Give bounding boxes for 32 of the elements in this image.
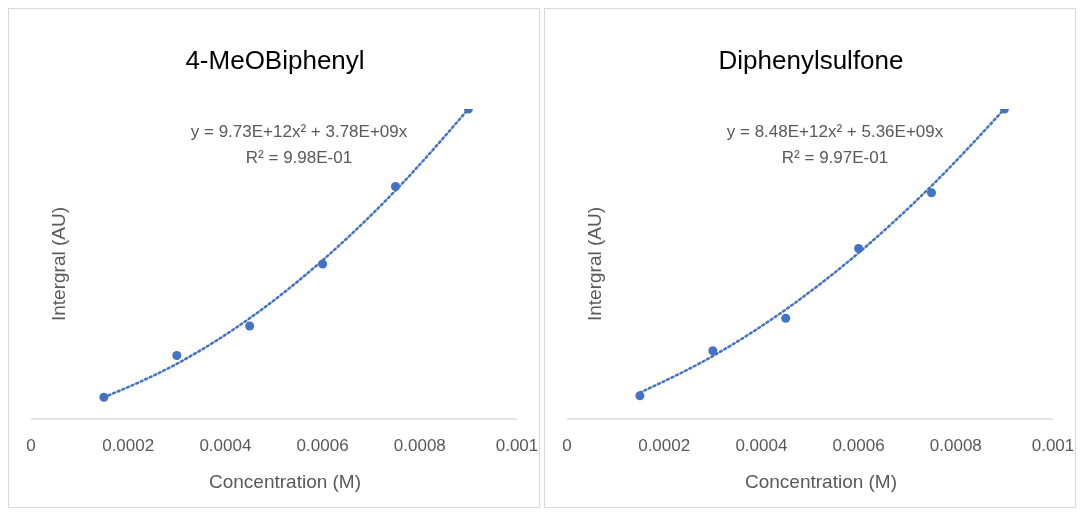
- annotation: R² = 9.97E-01: [780, 147, 890, 169]
- point: [390, 181, 401, 192]
- x-tick-label: 0.0002: [638, 436, 691, 456]
- point: [926, 188, 937, 198]
- x-tick-label: 0.001: [1031, 436, 1075, 456]
- annotation: y = 8.48E+12x² + 5.36E+09x: [725, 121, 945, 143]
- x-tick-label: 0.0006: [832, 436, 885, 456]
- chart-title: 4-MeOBiphenyl: [184, 45, 366, 76]
- annotation: R² = 9.98E-01: [244, 147, 354, 169]
- x-axis-title: Concentration (M): [207, 471, 363, 493]
- x-tick-label: 0.0008: [929, 436, 982, 456]
- point: [708, 346, 718, 356]
- x-tick-label: 0: [26, 436, 36, 456]
- annotation: y = 9.73E+12x² + 3.78E+09x: [189, 121, 409, 143]
- point: [172, 350, 182, 360]
- y-axis-title: Intergral (AU): [48, 206, 70, 322]
- point: [781, 313, 791, 323]
- point: [318, 259, 328, 269]
- x-tick-label: 0.0008: [393, 436, 446, 456]
- y-axis-title: Intergral (AU): [584, 206, 606, 322]
- point: [245, 321, 255, 331]
- x-tick-label: 0.0004: [199, 436, 252, 456]
- x-axis-title: Concentration (M): [743, 471, 899, 493]
- x-tick-label: 0: [562, 436, 572, 456]
- x-tick-label: 0.001: [495, 436, 539, 456]
- point: [99, 392, 109, 402]
- x-tick-label: 0.0006: [296, 436, 349, 456]
- x-tick-label: 0.0004: [735, 436, 788, 456]
- chart-title: Diphenylsulfone: [717, 45, 905, 76]
- x-tick-label: 0.0002: [102, 436, 155, 456]
- point: [635, 391, 645, 401]
- point: [854, 243, 864, 254]
